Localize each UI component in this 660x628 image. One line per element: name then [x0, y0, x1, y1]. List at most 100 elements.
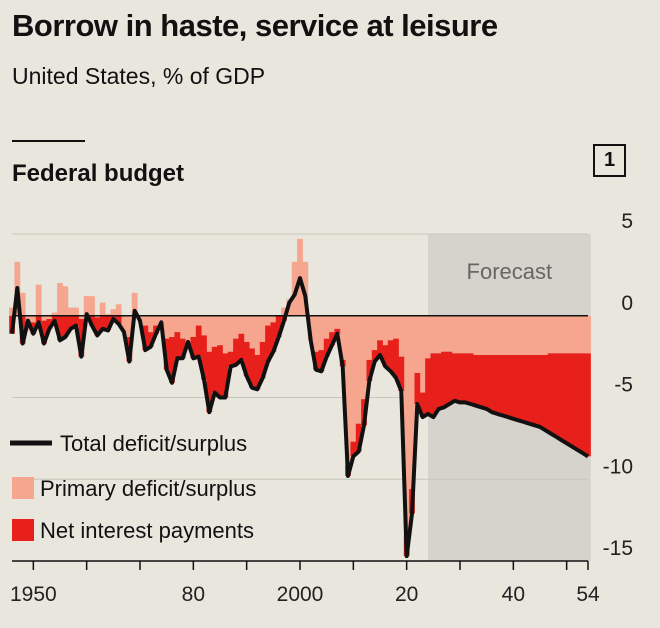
interest-bar — [574, 353, 581, 450]
primary-bar — [201, 315, 207, 336]
primary-bar — [371, 315, 378, 351]
interest-bar — [243, 341, 250, 377]
interest-bar — [585, 353, 591, 457]
primary-bar — [569, 315, 575, 354]
primary-bar — [345, 315, 351, 467]
interest-bar — [489, 354, 495, 413]
primary-bar — [350, 315, 357, 442]
interest-bar — [30, 322, 37, 334]
primary-bar — [195, 315, 202, 326]
primary-bar — [414, 315, 421, 373]
primary-bar — [105, 314, 111, 316]
x-axis: 1950 80 2000 20 40 54 — [10, 560, 600, 606]
primary-bar — [46, 315, 53, 320]
interest-bar — [526, 354, 533, 424]
interest-bar — [355, 423, 362, 452]
primary-bar — [366, 315, 373, 360]
primary-bar — [147, 315, 154, 333]
primary-bar — [334, 315, 341, 329]
primary-bar — [382, 315, 389, 346]
primary-bar — [73, 307, 79, 316]
legend: Total deficit/surplus Primary deficit/sur… — [10, 431, 256, 543]
primary-bar — [473, 315, 479, 355]
y-tick-label: -15 — [603, 537, 633, 560]
interest-bar — [510, 354, 517, 419]
interest-bar — [217, 345, 223, 398]
interest-bar — [51, 315, 58, 321]
interest-bar — [227, 351, 234, 367]
primary-bar — [153, 315, 159, 326]
interest-bar — [387, 340, 394, 372]
primary-bar — [313, 315, 319, 352]
interest-bar — [473, 354, 479, 406]
primary-bar — [259, 315, 266, 342]
primary-bar — [499, 315, 506, 355]
primary-bar — [585, 315, 591, 354]
interest-bar — [563, 353, 570, 444]
primary-bar — [537, 315, 543, 355]
interest-bar — [115, 315, 122, 324]
primary-bar — [553, 315, 559, 354]
interest-bar — [558, 353, 565, 441]
interest-bar — [259, 341, 266, 378]
interest-bar — [441, 351, 447, 408]
interest-bar — [414, 372, 421, 405]
interest-bar — [78, 319, 85, 357]
primary-bar — [425, 315, 431, 359]
interest-bar — [350, 441, 357, 457]
interest-bar — [249, 348, 255, 388]
primary-bar — [89, 296, 95, 316]
interest-bar — [531, 354, 538, 426]
primary-bar — [126, 315, 133, 338]
primary-bar — [398, 315, 405, 357]
primary-bar — [163, 315, 170, 339]
primary-bar — [446, 315, 453, 352]
interest-bar — [41, 320, 47, 344]
interest-bar — [222, 353, 229, 398]
primary-bar — [131, 292, 138, 316]
interest-bar — [579, 353, 586, 454]
primary-bar — [238, 315, 245, 334]
interest-bar — [537, 354, 543, 427]
primary-bar — [574, 315, 581, 354]
interest-bar — [462, 353, 469, 403]
interest-bar — [483, 354, 490, 409]
interest-bar — [553, 353, 559, 437]
interest-bar — [323, 338, 330, 357]
primary-bar — [99, 302, 106, 316]
primary-bar — [510, 315, 517, 355]
primary-bar — [302, 261, 309, 316]
interest-bar — [201, 335, 207, 380]
interest-bar — [521, 354, 527, 423]
primary-bar — [521, 315, 527, 355]
interest-bar — [265, 325, 271, 362]
interest-bar — [451, 353, 458, 401]
primary-bar — [179, 315, 186, 339]
interest-bar — [499, 354, 506, 416]
interest-bar — [542, 354, 549, 431]
primary-bar — [233, 315, 239, 339]
primary-bar — [531, 315, 538, 355]
primary-bar — [115, 304, 122, 316]
interest-bar — [419, 392, 426, 418]
primary-bar — [67, 307, 74, 316]
primary-bar — [387, 315, 394, 341]
y-tick-label: 5 — [621, 210, 633, 233]
primary-bar — [377, 315, 383, 341]
interest-bar — [35, 315, 42, 323]
interest-bar — [329, 332, 335, 346]
interest-bar — [57, 315, 63, 341]
primary-bar — [19, 292, 26, 316]
primary-bar — [355, 315, 362, 424]
interest-bar — [73, 315, 79, 326]
primary-bar — [142, 315, 149, 326]
interest-bar — [46, 319, 53, 329]
interest-bar — [457, 353, 463, 403]
interest-bar — [371, 350, 378, 362]
primary-bar — [515, 315, 522, 355]
primary-bar — [190, 315, 197, 338]
primary-bar — [227, 315, 234, 352]
interest-bar — [467, 353, 474, 405]
interest-bar — [515, 354, 522, 421]
